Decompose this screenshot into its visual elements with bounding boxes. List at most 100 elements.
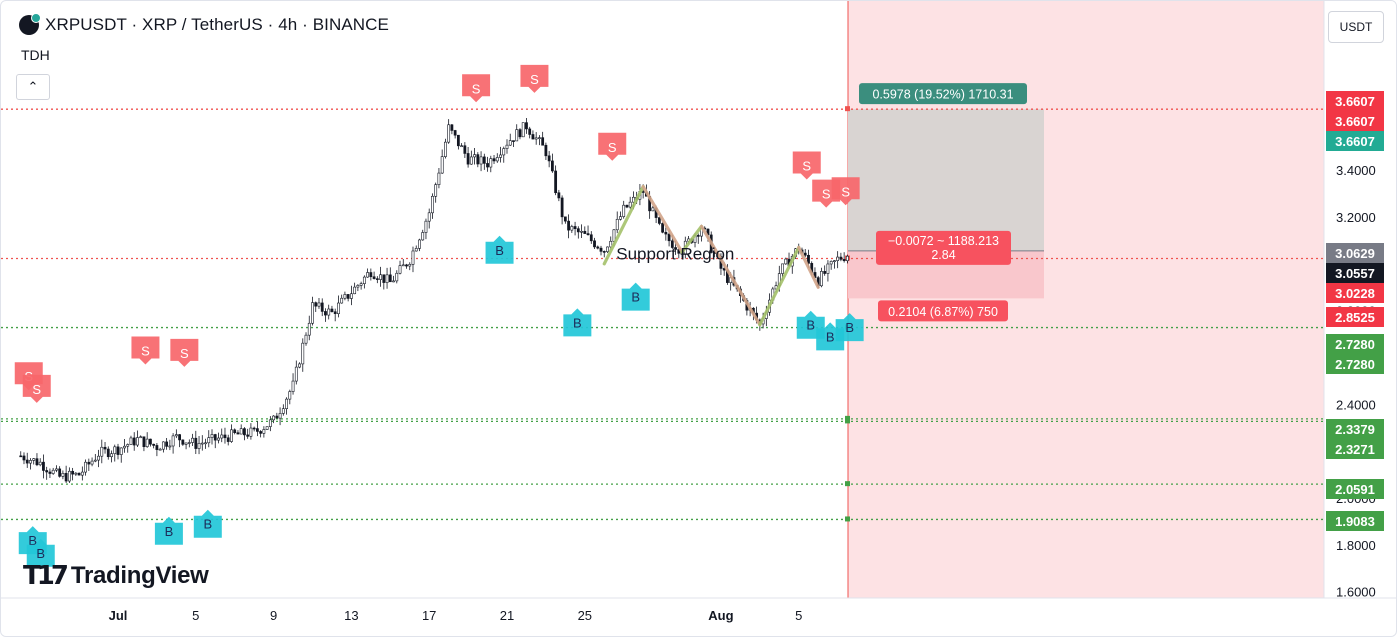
- candle-body: [55, 468, 58, 471]
- candle-body: [90, 460, 94, 465]
- candle-body: [152, 443, 156, 446]
- candle-body: [534, 137, 538, 140]
- candle-body: [288, 391, 292, 400]
- candle-body: [337, 302, 340, 315]
- candle-body: [482, 156, 486, 164]
- candle-body: [139, 436, 143, 439]
- candle-body: [473, 154, 476, 158]
- candle-body: [64, 473, 68, 482]
- candle-body: [450, 124, 454, 131]
- candle-body: [340, 297, 344, 304]
- support-region-label: Support Region: [616, 244, 734, 263]
- candle-body: [197, 443, 201, 449]
- buy-signal-12[interactable]: B: [154, 516, 183, 545]
- candle-body: [265, 426, 269, 430]
- signal-letter: B: [845, 320, 854, 335]
- sell-signal-2[interactable]: S: [131, 336, 160, 365]
- candle-body: [126, 444, 130, 447]
- candle-body: [320, 302, 324, 312]
- svg-text:2.7280: 2.7280: [1335, 337, 1375, 352]
- price-label-9: 2.3379: [1326, 419, 1384, 439]
- candle-body: [518, 129, 522, 138]
- candle-body: [667, 233, 671, 242]
- signal-letter: S: [141, 343, 150, 358]
- buy-signal-11[interactable]: B: [26, 538, 55, 567]
- candle-body: [252, 427, 256, 430]
- candle-body: [204, 442, 207, 445]
- candle-body: [547, 155, 551, 162]
- svg-text:2.84: 2.84: [931, 248, 955, 262]
- candle-body: [132, 437, 136, 446]
- zigzag-segment-0: [602, 184, 645, 266]
- candle-body: [294, 366, 298, 382]
- buy-signal-16[interactable]: B: [621, 282, 650, 311]
- candle-body: [625, 204, 629, 208]
- candle-body: [580, 230, 583, 233]
- position-target-zone[interactable]: [848, 109, 1044, 251]
- candle-body: [330, 308, 334, 313]
- candle-body: [499, 154, 502, 158]
- candle-body: [106, 448, 110, 458]
- svg-text:0.5978 (19.52%) 1710.31: 0.5978 (19.52%) 1710.31: [872, 88, 1013, 102]
- sell-signal-1[interactable]: S: [22, 374, 51, 403]
- price-label-10: 2.3271: [1326, 439, 1384, 459]
- symbol-title[interactable]: XRPUSDT · XRP / TetherUS · 4h · BINANCE: [45, 15, 389, 34]
- candle-body: [32, 458, 36, 461]
- candle-body: [842, 259, 846, 262]
- candle-body: [314, 302, 318, 307]
- signal-letter: B: [165, 524, 174, 539]
- position-target-label[interactable]: 0.5978 (19.52%) 1710.31: [859, 83, 1027, 105]
- collapse-indicators-button[interactable]: ⌃: [16, 74, 50, 100]
- candle-body: [362, 276, 366, 284]
- buy-signal-15[interactable]: B: [563, 308, 592, 337]
- sell-signal-4[interactable]: S: [462, 74, 491, 103]
- candle-body: [609, 240, 613, 248]
- candle-body: [628, 201, 632, 208]
- candle-body: [382, 274, 386, 283]
- candle-body: [411, 250, 415, 265]
- candle-body: [278, 413, 282, 419]
- candle-body: [349, 293, 353, 299]
- candle-body: [661, 223, 665, 233]
- sell-signal-9[interactable]: S: [831, 177, 860, 206]
- buy-signal-14[interactable]: B: [485, 235, 514, 264]
- indicator-name[interactable]: TDH: [21, 47, 50, 63]
- sell-signal-5[interactable]: S: [520, 64, 549, 93]
- candle-body: [696, 235, 700, 237]
- candle-body: [829, 261, 833, 265]
- candle-body: [353, 286, 357, 295]
- candle-body: [275, 415, 279, 419]
- signal-letter: B: [826, 329, 835, 344]
- sell-signal-6[interactable]: S: [598, 132, 627, 161]
- buy-signal-19[interactable]: B: [835, 313, 864, 342]
- sell-signal-7[interactable]: S: [792, 151, 821, 180]
- candle-body: [602, 251, 606, 253]
- signal-letter: S: [608, 140, 617, 155]
- position-stop-label[interactable]: 0.2104 (6.87%) 750: [878, 300, 1008, 322]
- time-tick-3: 13: [344, 608, 358, 623]
- candle-body: [97, 455, 100, 461]
- signal-letter: B: [631, 290, 640, 305]
- candle-body: [460, 145, 464, 148]
- candle-body: [307, 322, 311, 336]
- candle-body: [239, 428, 243, 435]
- svg-text:2.3271: 2.3271: [1335, 442, 1375, 457]
- buy-signal-13[interactable]: B: [193, 509, 222, 538]
- candlesticks[interactable]: [19, 117, 849, 484]
- price-label-12: 1.9083: [1326, 511, 1384, 531]
- candle-body: [456, 134, 460, 147]
- currency-selector[interactable]: USDT: [1328, 11, 1384, 43]
- level-anchor-6: [845, 516, 850, 522]
- sell-signal-3[interactable]: S: [170, 338, 199, 367]
- candle-body: [820, 271, 823, 287]
- candle-body: [369, 272, 373, 278]
- candle-body: [324, 311, 327, 316]
- signal-letter: S: [841, 184, 850, 199]
- candle-body: [657, 217, 661, 224]
- candle-body: [839, 256, 843, 260]
- signal-letter: B: [28, 533, 37, 548]
- candle-body: [845, 255, 849, 262]
- signal-letter: B: [495, 243, 504, 258]
